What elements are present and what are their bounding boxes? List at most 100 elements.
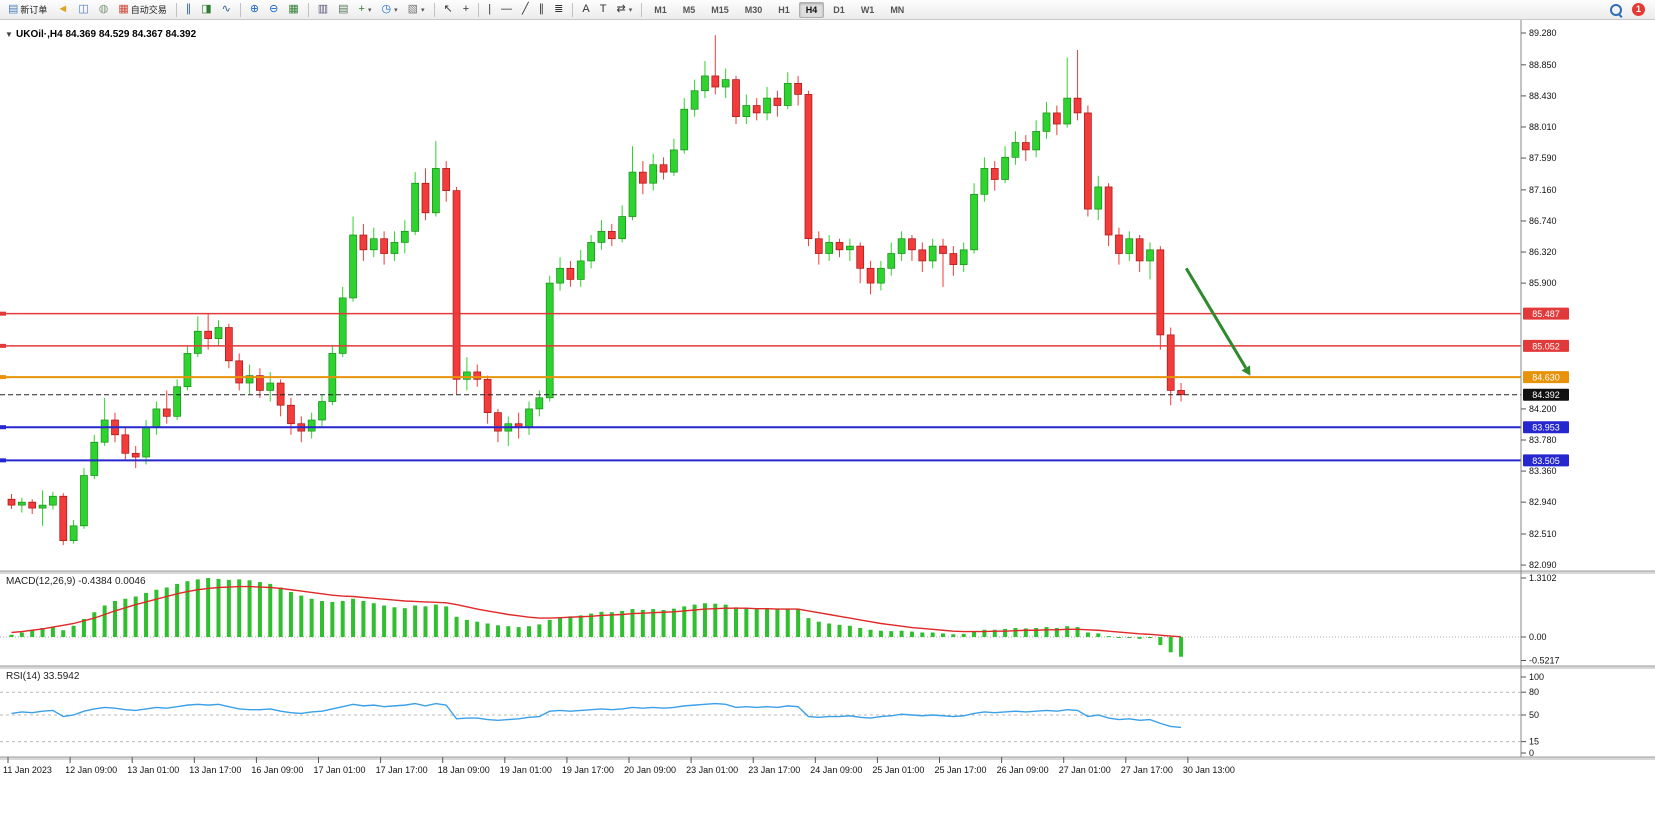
candle xyxy=(763,97,771,114)
indicators-icon[interactable]: ▥ xyxy=(313,1,333,19)
timeframe-mn[interactable]: MN xyxy=(890,4,905,15)
timeframe-m1[interactable]: M1 xyxy=(654,4,667,15)
template-icon-glyph: ▧ xyxy=(407,3,419,15)
timeframe-m30[interactable]: M30 xyxy=(744,4,763,15)
candle xyxy=(949,253,958,265)
timeframe-h4[interactable]: H4 xyxy=(798,1,825,18)
candle xyxy=(1073,97,1082,114)
candle xyxy=(245,375,254,384)
chart-window-icon[interactable]: ◫ xyxy=(73,1,93,19)
price-axis-label: 87.160 xyxy=(1529,185,1557,195)
candle xyxy=(369,238,378,251)
line-chart-type-icon[interactable]: ∿ xyxy=(217,1,236,19)
fibonacci-icon[interactable]: ≣ xyxy=(549,1,568,19)
macd-histogram-bar xyxy=(444,606,449,637)
candle xyxy=(690,90,699,110)
candle xyxy=(49,495,57,506)
macd-histogram-bar xyxy=(81,619,86,637)
pane-divider[interactable] xyxy=(0,757,1655,760)
search-icon[interactable] xyxy=(1609,3,1623,17)
hline-anchor[interactable] xyxy=(0,375,6,380)
price-badge xyxy=(1523,339,1569,352)
collapse-subwindow-icon[interactable]: ▼ xyxy=(5,30,13,39)
macd-histogram-bar xyxy=(920,632,925,637)
zoom-in-icon-glyph: ⊕ xyxy=(249,3,260,15)
macd-histogram-bar xyxy=(320,601,324,637)
candle xyxy=(69,525,78,541)
macd-histogram-bar xyxy=(961,633,966,637)
bar-chart-type-icon[interactable]: ∥ xyxy=(181,1,197,19)
candle xyxy=(939,245,947,254)
macd-histogram-bar xyxy=(9,634,14,637)
price-badge-label: 83.505 xyxy=(1532,456,1560,466)
hline-anchor[interactable] xyxy=(0,425,6,430)
announcement-horn-icon[interactable]: ◄ xyxy=(52,1,73,19)
macd-histogram-bar xyxy=(92,612,97,637)
crosshair-icon[interactable]: + xyxy=(458,1,474,19)
new-order-button[interactable]: ▤ 新订单 xyxy=(3,1,52,19)
channel-icon[interactable]: ∥ xyxy=(534,1,550,19)
cursor-icon-glyph: ↖ xyxy=(443,3,453,15)
pane-divider[interactable] xyxy=(0,666,1655,669)
chart-window-icon-glyph: ◫ xyxy=(78,3,89,15)
rsi-line xyxy=(11,702,1182,729)
macd-histogram-bar xyxy=(899,630,904,637)
dropdown-caret-icon[interactable]: ▾ xyxy=(421,6,425,14)
price-axis-label: 82.090 xyxy=(1529,560,1557,570)
macd-histogram-bar xyxy=(423,606,428,637)
candle xyxy=(773,97,782,106)
shapes-icon-glyph: ⇄ xyxy=(616,3,626,15)
chart-plot-background[interactable] xyxy=(0,20,1521,571)
macd-histogram-bar xyxy=(1054,628,1059,637)
period-clock-icon[interactable]: ◷ ▾ xyxy=(376,1,402,19)
pane-divider[interactable] xyxy=(0,571,1655,574)
zoom-out-icon[interactable]: ⊖ xyxy=(264,1,283,19)
vertical-line-icon[interactable]: | xyxy=(483,1,496,19)
shapes-icon[interactable]: ⇄ ▾ xyxy=(611,1,637,19)
candle xyxy=(556,267,564,284)
dropdown-caret-icon[interactable]: ▾ xyxy=(394,6,398,14)
horizontal-line-icon[interactable]: ― xyxy=(496,1,517,19)
macd-histogram-bar xyxy=(30,630,35,637)
candle xyxy=(121,434,130,454)
zoom-in-icon[interactable]: ⊕ xyxy=(245,1,264,19)
cursor-icon[interactable]: ↖ xyxy=(439,1,458,19)
hline-anchor[interactable] xyxy=(0,311,6,316)
broadcast-icon[interactable]: ◍ xyxy=(94,1,114,19)
chart-area[interactable]: 89.280 88.850 88.430 88.010 87.590 87.160 86.7… xyxy=(0,20,1655,823)
text-label-icon[interactable]: A xyxy=(577,1,594,19)
hline-anchor[interactable] xyxy=(0,458,6,463)
time-axis-label: 23 Jan 01:00 xyxy=(686,765,738,775)
template-icon[interactable]: ▧ ▾ xyxy=(403,1,430,19)
time-axis-label: 25 Jan 01:00 xyxy=(872,765,924,775)
price-badge-label: 85.487 xyxy=(1532,309,1560,319)
trend-arrow-annotation[interactable] xyxy=(1184,267,1248,369)
trendline-icon[interactable]: ╱ xyxy=(517,1,534,19)
dropdown-caret-icon[interactable]: ▾ xyxy=(367,6,372,14)
macd-histogram-bar xyxy=(216,578,221,637)
dropdown-caret-icon[interactable]: ▾ xyxy=(628,6,633,14)
macd-histogram-bar xyxy=(1023,628,1028,637)
grid-icon[interactable]: ▦ xyxy=(283,1,303,19)
candle xyxy=(1125,238,1134,254)
autotrading-button[interactable]: ▦ 自动交易 xyxy=(113,1,171,19)
candle xyxy=(359,234,368,251)
notification-badge[interactable]: 1 xyxy=(1632,3,1645,16)
timeframe-d1[interactable]: D1 xyxy=(833,4,845,15)
text-box-icon[interactable]: T xyxy=(595,1,612,19)
new-chart-icon[interactable]: + ▾ xyxy=(354,1,377,19)
timeframe-w1[interactable]: W1 xyxy=(860,4,875,15)
timeframe-m5[interactable]: M5 xyxy=(682,4,696,15)
profiles-icon[interactable]: ▤ xyxy=(333,1,353,19)
macd-histogram-bar xyxy=(1085,632,1090,637)
macd-histogram-bar xyxy=(941,633,945,637)
candle xyxy=(1146,249,1154,262)
timeframe-h1[interactable]: H1 xyxy=(778,4,790,15)
price-axis-label: 87.590 xyxy=(1529,153,1557,163)
timeframe-m15[interactable]: M15 xyxy=(711,4,729,15)
hline-anchor[interactable] xyxy=(0,343,6,348)
price-badge xyxy=(1523,371,1569,384)
candlestick-chart-type-icon[interactable]: ◨ xyxy=(196,1,216,19)
candle xyxy=(918,249,927,262)
macd-histogram-bar xyxy=(144,592,149,637)
